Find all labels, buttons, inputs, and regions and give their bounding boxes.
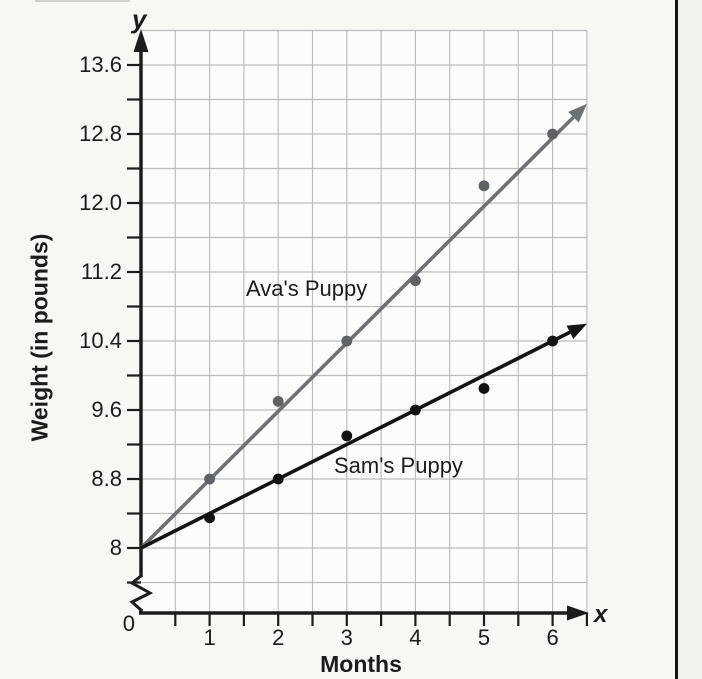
trend-sams-puppy-arrowhead bbox=[566, 323, 587, 339]
data-point-sams-puppy bbox=[547, 335, 558, 347]
x-tick-label: 1 bbox=[203, 625, 216, 650]
data-point-avas-puppy bbox=[478, 180, 490, 192]
data-point-sams-puppy bbox=[341, 430, 353, 442]
x-axis-arrowhead bbox=[567, 605, 589, 621]
data-point-avas-puppy bbox=[272, 395, 284, 407]
data-point-avas-puppy bbox=[547, 128, 558, 140]
y-tick-label: 10.4 bbox=[79, 328, 122, 353]
series-label-avas-puppy: Ava's Puppy bbox=[246, 276, 368, 301]
trend-avas-puppy-arrowhead bbox=[568, 103, 587, 123]
y-tick-label: 11.2 bbox=[80, 259, 122, 284]
data-point-sams-puppy bbox=[272, 473, 284, 485]
x-tick-label: 3 bbox=[340, 625, 353, 650]
y-tick-label: 13.6 bbox=[79, 52, 122, 77]
plot-area bbox=[141, 30, 587, 613]
y-tick-label: 8.8 bbox=[91, 466, 122, 491]
x-tick-label: 5 bbox=[477, 625, 491, 650]
x-axis-title: Months bbox=[320, 651, 402, 677]
y-axis-arrowhead bbox=[133, 29, 149, 52]
data-point-avas-puppy bbox=[204, 473, 216, 485]
page-right-border bbox=[675, 0, 678, 679]
data-point-sams-puppy bbox=[410, 404, 421, 416]
data-point-avas-puppy bbox=[341, 335, 353, 347]
page-crop-artifact-line bbox=[35, 0, 130, 2]
trend-sams-puppy-line bbox=[140, 330, 571, 550]
data-point-sams-puppy bbox=[478, 383, 490, 394]
y-axis-break-zigzag bbox=[129, 574, 154, 612]
y-tick-label: 12.8 bbox=[79, 121, 122, 146]
y-tick-label: 8 bbox=[109, 535, 122, 560]
x-tick-label: 2 bbox=[272, 625, 285, 650]
page-margin-strip bbox=[678, 0, 702, 679]
data-point-sams-puppy bbox=[204, 512, 216, 524]
x-tick-label: 4 bbox=[409, 625, 422, 650]
y-axis-title: Weight (in pounds) bbox=[26, 233, 53, 442]
x-tick-label: 6 bbox=[546, 625, 559, 650]
y-tick-label: 9.6 bbox=[91, 397, 122, 422]
data-point-avas-puppy bbox=[410, 275, 421, 287]
y-tick-label: 12.0 bbox=[79, 190, 122, 215]
y-axis-symbol: y bbox=[132, 4, 147, 34]
x-axis-symbol: x bbox=[594, 601, 608, 628]
series-label-sams-puppy: Sam's Puppy bbox=[334, 453, 463, 478]
origin-label: 0 bbox=[122, 611, 135, 636]
